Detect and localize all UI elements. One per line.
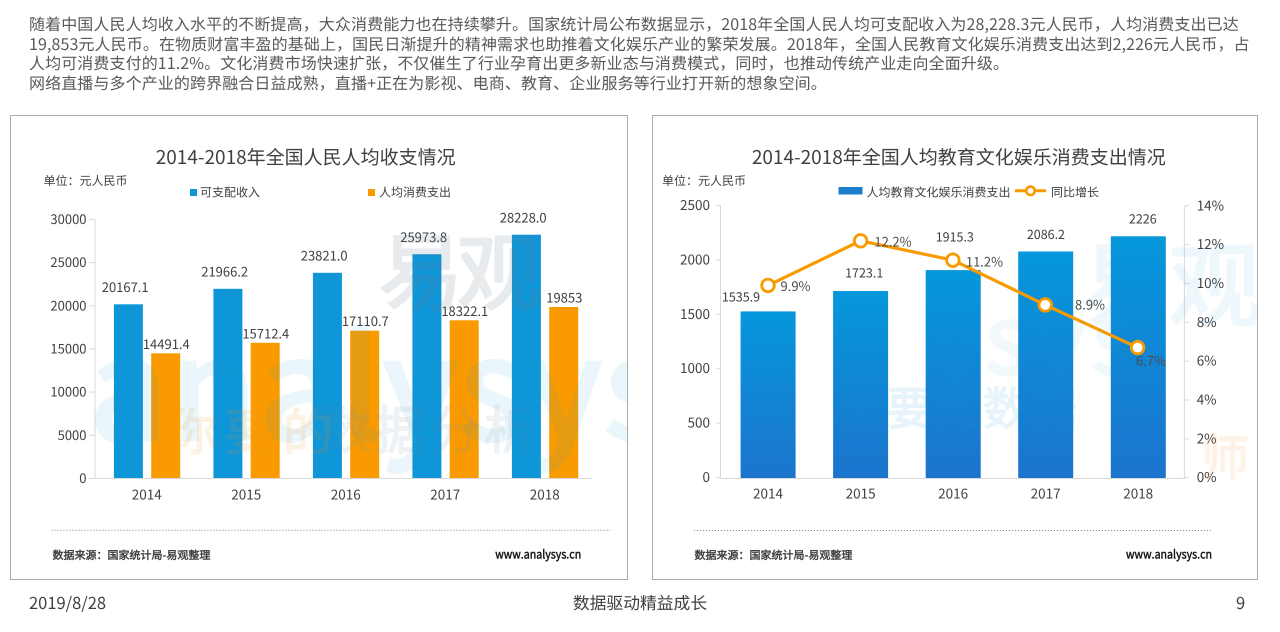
svg-text:14491.4: 14491.4 [143,334,190,353]
svg-text:8%: 8% [1197,311,1217,331]
svg-text:2018: 2018 [530,483,560,503]
svg-text:15000: 15000 [50,338,86,357]
svg-text:2016: 2016 [331,483,361,503]
svg-text:2226: 2226 [1129,209,1157,228]
svg-text:2014-2018年全国人均教育文化娱乐消费支出情况: 2014-2018年全国人均教育文化娱乐消费支出情况 [752,143,1166,170]
svg-text:25973.8: 25973.8 [400,227,447,246]
svg-text:www.analysys.cn: www.analysys.cn [1125,545,1212,562]
svg-text:17110.7: 17110.7 [342,311,389,330]
svg-text:15712.4: 15712.4 [242,323,289,342]
svg-text:30000: 30000 [50,209,86,228]
svg-text:6%: 6% [1197,350,1217,370]
svg-text:500: 500 [688,412,710,432]
svg-text:5000: 5000 [58,425,87,444]
svg-text:19853: 19853 [546,288,582,307]
svg-text:12%: 12% [1197,233,1224,253]
svg-text:10000: 10000 [50,382,86,401]
svg-text:2014: 2014 [132,483,162,503]
svg-text:2015: 2015 [846,483,876,503]
svg-text:1915.3: 1915.3 [936,226,974,245]
svg-text:11.2%: 11.2% [966,252,1003,271]
svg-text:0: 0 [703,466,711,486]
svg-text:2017: 2017 [430,483,460,503]
svg-text:单位：元人民币: 单位：元人民币 [662,172,746,189]
svg-text:人均教育文化娱乐消费支出: 人均教育文化娱乐消费支出 [867,184,1011,201]
svg-text:25000: 25000 [50,252,86,271]
svg-text:2016: 2016 [938,483,968,503]
svg-text:人均消费支出: 人均消费支出 [379,184,451,201]
svg-text:1000: 1000 [680,357,710,377]
svg-text:单位：元人民币: 单位：元人民币 [44,172,128,189]
svg-text:2018: 2018 [1123,483,1153,503]
svg-text:6.7%: 6.7% [1136,351,1166,370]
svg-text:8.9%: 8.9% [1075,295,1105,314]
svg-text:数据来源：国家统计局-易观整理: 数据来源：国家统计局-易观整理 [52,547,211,563]
svg-text:数据来源：国家统计局-易观整理: 数据来源：国家统计局-易观整理 [694,547,853,563]
svg-text:4%: 4% [1197,389,1217,409]
svg-text:12.2%: 12.2% [874,231,911,250]
svg-text:23821.0: 23821.0 [301,246,348,265]
svg-text:28228.0: 28228.0 [500,207,547,226]
svg-text:可支配收入: 可支配收入 [200,184,260,201]
svg-text:1535.9: 1535.9 [722,286,760,305]
svg-text:2086.2: 2086.2 [1027,224,1065,243]
svg-text:2000: 2000 [680,248,710,268]
svg-text:2015: 2015 [231,483,261,503]
svg-text:9.9%: 9.9% [780,276,810,295]
svg-text:18322.1: 18322.1 [441,301,488,320]
svg-text:2017: 2017 [1031,483,1061,503]
svg-text:1500: 1500 [680,303,710,323]
svg-text:20000: 20000 [50,295,86,314]
svg-text:2500: 2500 [680,194,710,214]
svg-text:2%: 2% [1197,427,1217,447]
svg-text:0: 0 [79,468,86,487]
svg-text:10%: 10% [1197,272,1224,292]
svg-text:1723.1: 1723.1 [845,263,883,282]
svg-text:21966.2: 21966.2 [201,262,248,281]
svg-text:20167.1: 20167.1 [102,277,149,296]
svg-text:14%: 14% [1197,194,1224,214]
svg-text:0%: 0% [1197,466,1217,486]
svg-text:同比增长: 同比增长 [1051,184,1099,201]
svg-text:www.analysys.cn: www.analysys.cn [494,545,581,562]
svg-text:2014-2018年全国人民人均收支情况: 2014-2018年全国人民人均收支情况 [156,143,456,170]
svg-text:2014: 2014 [753,483,783,503]
